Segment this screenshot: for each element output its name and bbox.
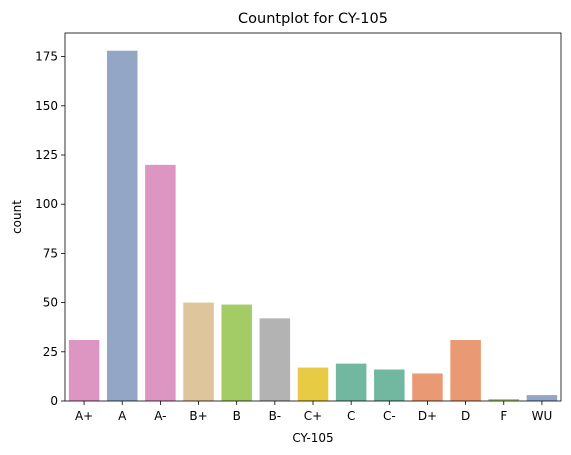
y-tick-label: 0: [50, 394, 58, 408]
y-tick-label: 100: [35, 197, 58, 211]
x-tick-label: B-: [269, 409, 282, 423]
bar-wu: [526, 395, 558, 401]
x-tick-label: WU: [532, 409, 553, 423]
bar-d: [450, 339, 481, 401]
x-axis-label: CY-105: [292, 431, 333, 445]
x-tick-label: A-: [154, 409, 166, 423]
bar-f: [488, 399, 520, 401]
y-axis-label: count: [10, 200, 24, 234]
x-axis-ticks: A+ A A- B+ B B- C+ C C- D+ D F WU: [75, 401, 552, 423]
y-tick-label: 50: [43, 296, 58, 310]
x-tick-label: C: [347, 409, 355, 423]
y-tick-label: 125: [35, 148, 58, 162]
bar-a-minusplus: [68, 339, 100, 401]
x-tick-label: D+: [418, 409, 437, 423]
bar-a: [106, 50, 138, 402]
bars-group: [68, 50, 558, 402]
bar-c-minusplus: [297, 367, 329, 401]
y-tick-label: 175: [35, 50, 58, 64]
x-tick-label: B: [233, 409, 241, 423]
chart-title: Countplot for CY-105: [238, 11, 388, 27]
bar-b: [221, 304, 252, 401]
x-tick-label: A: [118, 409, 127, 423]
y-tick-label: 150: [35, 99, 58, 113]
bar-d-minusplus: [412, 373, 443, 401]
x-tick-label: F: [500, 409, 507, 423]
y-tick-label: 75: [43, 246, 58, 260]
x-tick-label: D: [461, 409, 470, 423]
x-tick-label: C-: [383, 409, 396, 423]
bar-b-minus: [259, 318, 291, 401]
bar-c: [335, 363, 367, 401]
y-tick-label: 25: [43, 345, 58, 359]
x-tick-label: B+: [189, 409, 207, 423]
x-tick-label: C+: [304, 409, 322, 423]
x-tick-label: A+: [75, 409, 93, 423]
plot-frame: [64, 32, 562, 402]
bar-c-minus: [374, 369, 405, 401]
bar-b-minusplus: [183, 302, 214, 401]
y-axis-ticks: 0 25 50 75 100 125 150 175: [35, 50, 65, 408]
bar-a-minus: [145, 164, 176, 401]
